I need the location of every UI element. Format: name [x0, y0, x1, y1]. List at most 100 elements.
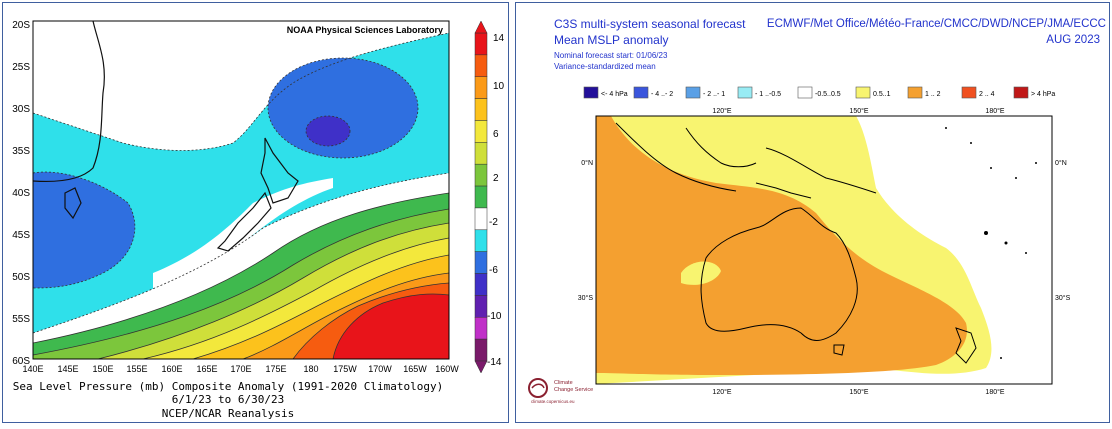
- colorbar-top-arrow: [474, 20, 488, 34]
- noaa-credit: NOAA Physical Sciences Laboratory: [287, 25, 443, 35]
- legend-swatch: [855, 86, 871, 99]
- caption-line-3: NCEP/NCAR Reanalysis: [162, 407, 294, 420]
- lon-label: 180: [303, 364, 318, 374]
- legend-swatch: [633, 86, 649, 99]
- colorbar-label: 6: [493, 129, 499, 140]
- colorbar-swatch: [474, 251, 488, 274]
- lon-label-top: 150°E: [849, 107, 868, 115]
- colorbar-swatch: [474, 207, 488, 231]
- lat-label: 55S: [12, 314, 30, 325]
- lat-label: 45S: [12, 230, 30, 241]
- legend-swatch: [797, 86, 813, 99]
- colorbar: [474, 20, 488, 374]
- lon-label-bottom: 120°E: [712, 388, 731, 396]
- copernicus-logo: Climate Change Service climate.copernicu…: [528, 378, 593, 404]
- anomaly-field: [33, 21, 449, 359]
- lat-label-left: 30°S: [578, 294, 594, 302]
- lat-label: 25S: [12, 62, 30, 73]
- lat-label: 20S: [12, 20, 30, 31]
- legend-swatch: [907, 86, 923, 99]
- lon-label: 160W: [435, 364, 459, 374]
- lon-label: 170E: [230, 364, 251, 374]
- colorbar-label: 14: [493, 33, 505, 44]
- legend-swatch: [737, 86, 753, 99]
- legend-label: - 4 ..- 2: [651, 91, 673, 98]
- colorbar-label: -2: [489, 217, 498, 228]
- colorbar-swatch: [474, 76, 488, 99]
- colorbar-label: -10: [487, 311, 502, 322]
- colorbar-label: -6: [489, 265, 498, 276]
- colorbar-swatch: [474, 142, 488, 165]
- lat-label: 40S: [12, 188, 30, 199]
- legend-label: 0.5..1: [873, 91, 891, 98]
- colorbar-swatch: [474, 317, 488, 340]
- lon-label: 165E: [196, 364, 217, 374]
- lon-label: 140E: [22, 364, 43, 374]
- lat-label-right: 0°N: [1055, 159, 1067, 167]
- lon-label: 165W: [403, 364, 427, 374]
- forecast-variable: Mean MSLP anomaly: [554, 33, 669, 47]
- lon-label: 175W: [333, 364, 357, 374]
- colorbar-label: 10: [493, 81, 505, 92]
- caption-line-2: 6/1/23 to 6/30/23: [172, 393, 285, 406]
- c3s-map-svg: C3S multi-system seasonal forecast Mean …: [528, 17, 1106, 404]
- lon-label: 160E: [161, 364, 182, 374]
- noaa-slp-anomaly-panel: NOAA Physical Sciences Laboratory 20S 25…: [2, 2, 509, 423]
- c3s-forecast-panel: C3S multi-system seasonal forecast Mean …: [515, 2, 1110, 423]
- legend-label: <- 4 hPa: [601, 91, 628, 98]
- forecast-method: Variance-standardized mean: [554, 62, 656, 71]
- legend-label: 2 .. 4: [979, 91, 995, 98]
- legend-label: 1 .. 2: [925, 91, 941, 98]
- legend-swatch: [961, 86, 977, 99]
- lon-label: 175E: [265, 364, 286, 374]
- lon-label-top: 180°E: [985, 107, 1004, 115]
- legend-label: - 1 ..-0.5: [755, 91, 781, 98]
- lat-label: 30S: [12, 104, 30, 115]
- legend-label: -0.5..0.5: [815, 91, 841, 98]
- colorbar-swatch: [474, 163, 488, 187]
- lon-label-top: 120°E: [712, 107, 731, 115]
- colorbar-label: 2: [493, 173, 499, 184]
- colorbar-swatch: [474, 338, 488, 362]
- forecast-legend: <- 4 hPa - 4 ..- 2 - 2 ..- 1 - 1 ..-0.5 -0.5…: [583, 86, 1055, 99]
- islands: [945, 127, 1037, 359]
- forecast-month: AUG 2023: [1046, 34, 1100, 46]
- forecast-title: C3S multi-system seasonal forecast: [554, 17, 746, 31]
- lon-label-bottom: 150°E: [849, 388, 868, 396]
- lat-label: 60S: [12, 356, 30, 367]
- lat-label-right: 30°S: [1055, 294, 1071, 302]
- colorbar-swatch: [474, 54, 488, 77]
- legend-swatch: [583, 86, 599, 99]
- noaa-map-svg: NOAA Physical Sciences Laboratory 20S 25…: [12, 20, 505, 420]
- forecast-centres: ECMWF/Met Office/Météo-France/CMCC/DWD/N…: [767, 18, 1106, 30]
- lon-label: 170W: [368, 364, 392, 374]
- legend-swatch: [685, 86, 701, 99]
- lon-label: 155E: [126, 364, 147, 374]
- legend-label: - 2 ..- 1: [703, 91, 725, 98]
- lat-label-left: 0°N: [581, 159, 593, 167]
- colorbar-swatch: [474, 295, 488, 318]
- colorbar-swatch: [474, 32, 488, 56]
- logo-text: Change Service: [554, 387, 593, 393]
- logo-text: Climate: [554, 380, 573, 386]
- colorbar-swatch: [474, 229, 488, 252]
- legend-label: > 4 hPa: [1031, 91, 1055, 98]
- coastline: [33, 21, 299, 252]
- logo-url: climate.copernicus.eu: [531, 399, 575, 404]
- coastline: [615, 122, 977, 364]
- colorbar-bottom-arrow: [474, 360, 488, 374]
- colorbar-swatch: [474, 185, 488, 209]
- anomaly-field: [596, 116, 1052, 384]
- legend-swatch: [1013, 86, 1029, 99]
- caption-line-1: Sea Level Pressure (mb) Composite Anomal…: [13, 380, 443, 393]
- colorbar-swatch: [474, 273, 488, 296]
- lon-label: 150E: [92, 364, 113, 374]
- colorbar-swatch: [474, 98, 488, 121]
- colorbar-swatch: [474, 120, 488, 143]
- lat-label: 35S: [12, 146, 30, 157]
- lat-label: 50S: [12, 272, 30, 283]
- lon-label: 145E: [57, 364, 78, 374]
- lon-label-bottom: 180°E: [985, 388, 1004, 396]
- colorbar-label: -14: [487, 357, 502, 368]
- forecast-start: Nominal forecast start: 01/06/23: [554, 51, 668, 60]
